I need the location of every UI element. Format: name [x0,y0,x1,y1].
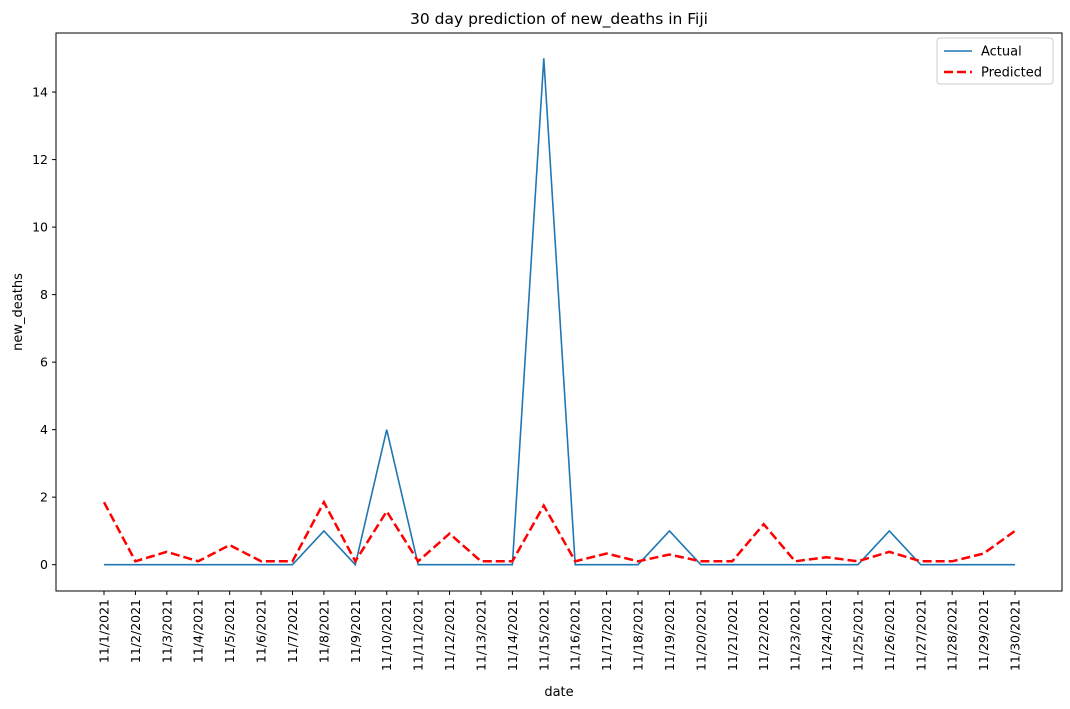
legend-label: Actual [981,45,1022,60]
y-tick-label: 10 [32,220,48,235]
x-tick-label: 11/6/2021 [254,599,269,663]
x-tick-label: 11/24/2021 [819,599,834,671]
x-tick-label: 11/19/2021 [662,599,677,671]
x-tick-label: 11/4/2021 [191,599,206,663]
x-tick-label: 11/29/2021 [976,599,991,671]
x-tick-label: 11/15/2021 [536,599,551,671]
x-tick-label: 11/28/2021 [945,599,960,671]
x-tick-label: 11/18/2021 [631,599,646,671]
x-tick-label: 11/20/2021 [693,599,708,671]
x-tick-label: 11/21/2021 [725,599,740,671]
x-tick-label: 11/7/2021 [285,599,300,663]
x-tick-label: 11/2/2021 [128,599,143,663]
x-tick-label: 11/27/2021 [913,599,928,671]
x-tick-label: 11/1/2021 [97,599,112,663]
x-tick-label: 11/26/2021 [882,599,897,671]
y-tick-label: 6 [40,355,48,370]
x-tick-label: 11/30/2021 [1008,599,1023,671]
legend: Actual Predicted [936,37,1054,85]
y-tick-label: 0 [40,557,48,572]
x-tick-label: 11/10/2021 [379,599,394,671]
x-tick-label: 11/13/2021 [473,599,488,671]
y-tick-label: 14 [32,85,48,100]
chart-title: 30 day prediction of new_deaths in Fiji [410,10,708,29]
x-tick-label: 11/23/2021 [788,599,803,671]
x-tick-label: 11/17/2021 [599,599,614,671]
legend-label: Predicted [981,66,1042,81]
x-tick-label: 11/25/2021 [850,599,865,671]
series-line-predicted [102,499,1016,564]
y-axis-label: new_deaths [11,273,26,351]
y-tick-label: 12 [32,152,48,167]
x-tick-label: 11/3/2021 [159,599,174,663]
y-tick-label: 2 [40,490,48,505]
x-tick-label: 11/8/2021 [316,599,331,663]
x-tick-label: 11/12/2021 [442,599,457,671]
y-tick-label: 4 [40,422,48,437]
x-axis-label: date [544,685,573,700]
plot-area: 0 2 4 6 8 10 12 14 11/1/2021 11/2/2021 11/3/2021 11… [32,32,1063,671]
x-tick-label: 11/11/2021 [411,599,426,671]
series-line-actual [104,58,1015,567]
x-tick-label: 11/5/2021 [222,599,237,663]
x-tick-label: 11/9/2021 [348,599,363,663]
x-tick-label: 11/16/2021 [568,599,583,671]
x-tick-label: 11/22/2021 [756,599,771,671]
x-tick-label: 11/14/2021 [505,599,520,671]
plot-frame [55,32,1063,592]
y-tick-label: 8 [40,287,48,302]
